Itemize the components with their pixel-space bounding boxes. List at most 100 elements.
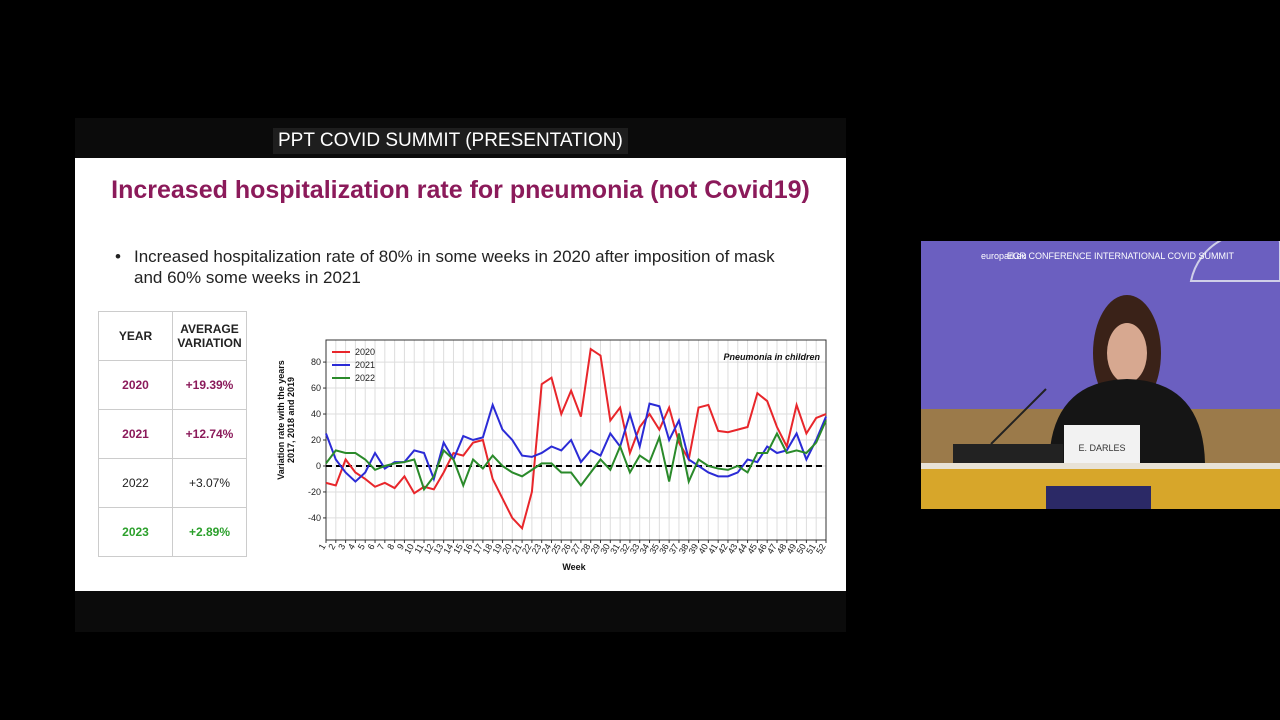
x-tick-label: 43: [726, 542, 740, 556]
speaker-video: europarl.eu ECR CONFERENCE INTERNATIONAL…: [921, 241, 1280, 509]
x-tick-label: 2: [326, 542, 337, 551]
series-line: [325, 401, 827, 483]
chart-title: Pneumonia in children: [723, 352, 820, 362]
slide-title: Increased hospitalization rate for pneum…: [111, 176, 810, 204]
table-cell: 2021: [98, 409, 173, 459]
x-tick-label: 3: [336, 542, 347, 551]
x-tick-label: 37: [667, 542, 681, 556]
y-tick-label: 60: [311, 383, 321, 393]
series-line: [325, 420, 827, 492]
x-tick-label: 41: [706, 542, 720, 556]
x-tick-label: 52: [814, 542, 828, 556]
x-tick-label: 42: [716, 542, 730, 556]
x-tick-label: 7: [375, 542, 386, 551]
x-tick-label: 48: [775, 542, 789, 556]
x-tick-label: 19: [491, 542, 505, 556]
x-tick-label: 23: [530, 542, 544, 556]
microphone-base: [953, 444, 1063, 463]
sign: [1046, 486, 1151, 509]
x-tick-label: 28: [579, 542, 593, 556]
legend-label: 2022: [355, 373, 375, 383]
y-axis-label: Variation rate with the years: [276, 360, 286, 480]
y-tick-label: -20: [308, 487, 321, 497]
y-tick-label: 20: [311, 435, 321, 445]
plot-frame: [325, 339, 827, 541]
x-tick-label: 33: [628, 542, 642, 556]
x-tick-label: 39: [687, 542, 701, 556]
table-row: 2023 +2.89%: [98, 507, 247, 557]
bullet: • Increased hospitalization rate of 80% i…: [115, 246, 805, 288]
x-tick-label: 16: [461, 542, 475, 556]
series-line: [325, 347, 827, 531]
x-tick-label: 38: [677, 542, 691, 556]
y-tick-label: 40: [311, 409, 321, 419]
x-tick-label: 32: [618, 542, 632, 556]
y-axis-label: 2017, 2018 and 2019: [286, 377, 296, 463]
table-cell: +3.07%: [172, 458, 247, 508]
x-tick-label: 8: [385, 542, 396, 551]
x-tick-label: 15: [451, 542, 465, 556]
x-tick-label: 26: [559, 542, 573, 556]
x-tick-label: 45: [745, 542, 759, 556]
microphone: [990, 388, 1047, 445]
x-tick-label: 21: [510, 542, 524, 556]
x-tick-label: 51: [804, 542, 818, 556]
table-cell: 2020: [98, 360, 173, 410]
x-tick-label: 17: [471, 542, 485, 556]
header-cell: YEAR: [98, 311, 173, 361]
banner-text: ECR CONFERENCE INTERNATIONAL COVID SUMMI…: [1007, 251, 1235, 261]
table-cell: 2022: [98, 458, 173, 508]
x-tick-label: 10: [402, 542, 416, 556]
table-cell: +2.89%: [172, 507, 247, 557]
x-tick-label: 5: [356, 542, 367, 551]
x-tick-label: 35: [647, 542, 661, 556]
x-tick-label: 27: [569, 542, 583, 556]
legend-label: 2021: [355, 360, 375, 370]
site-text: europarl.eu: [981, 251, 1027, 261]
x-tick-label: 20: [500, 542, 514, 556]
table-row: 2021 +12.74%: [98, 409, 247, 459]
table-body: 2020 +19.39% 2021 +12.74% 2022 +3.07% 2023 +2.8…: [98, 360, 247, 557]
x-tick-label: 44: [736, 542, 750, 556]
legend-label: 2020: [355, 347, 375, 357]
x-tick-label: 13: [432, 542, 446, 556]
x-tick-label: 4: [346, 542, 357, 551]
table-row: 2022 +3.07%: [98, 458, 247, 508]
face: [1107, 323, 1147, 383]
x-tick-label: 49: [785, 542, 799, 556]
bullet-text: Increased hospitalization rate of 80% in…: [134, 247, 775, 287]
y-tick-label: -40: [308, 513, 321, 523]
x-tick-label: 1: [317, 542, 328, 551]
x-tick-label: 18: [481, 542, 495, 556]
nameplate-text: E. DARLES: [1078, 443, 1125, 453]
x-tick-label: 30: [598, 542, 612, 556]
y-tick-label: 0: [316, 461, 321, 471]
x-axis-label: Week: [562, 562, 586, 572]
logo: [1189, 241, 1280, 282]
x-tick-label: 9: [395, 542, 406, 551]
desk-edge: [921, 463, 1280, 469]
header-title: PPT COVID SUMMIT (PRESENTATION): [273, 128, 628, 154]
x-tick-label: 25: [549, 542, 563, 556]
x-tick-label: 22: [520, 542, 534, 556]
x-tick-label: 31: [608, 542, 622, 556]
x-tick-label: 46: [755, 542, 769, 556]
x-tick-label: 47: [765, 542, 779, 556]
x-tick-label: 24: [540, 542, 554, 556]
x-tick-label: 12: [422, 542, 436, 556]
x-tick-label: 34: [638, 542, 652, 556]
nameplate-card: [1064, 425, 1140, 463]
x-tick-label: 6: [366, 542, 377, 551]
x-tick-label: 36: [657, 542, 671, 556]
header-cell: AVERAGE VARIATION: [172, 311, 247, 361]
x-tick-label: 29: [589, 542, 603, 556]
y-tick-label: 80: [311, 357, 321, 367]
table-header: YEAR AVERAGE VARIATION: [98, 311, 247, 361]
table-cell: 2023: [98, 507, 173, 557]
x-tick-label: 50: [794, 542, 808, 556]
table-cell: +12.74%: [172, 409, 247, 459]
table: YEAR AVERAGE VARIATION 2020 +19.39% 2021 +1…: [98, 311, 247, 557]
x-tick-label: 11: [412, 542, 425, 555]
